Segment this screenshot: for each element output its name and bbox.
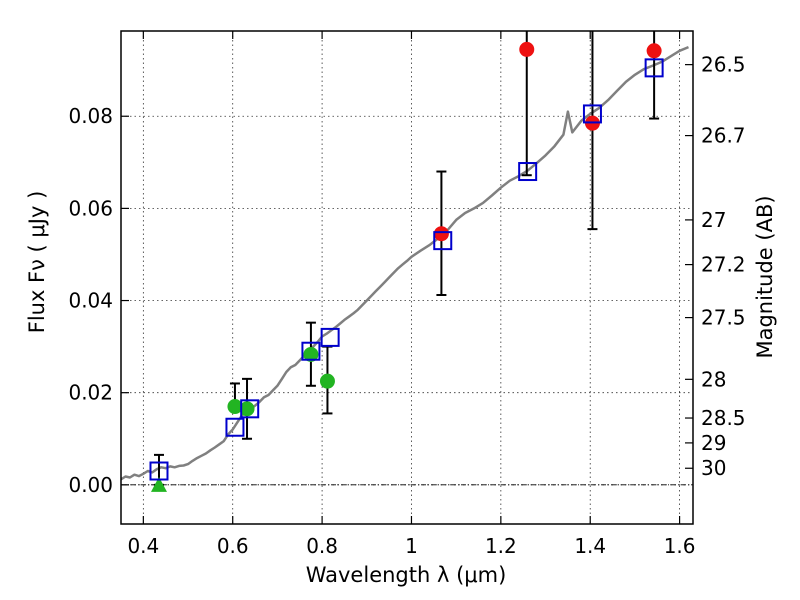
red_points-point: [519, 41, 535, 57]
x-tick-label: 1.6: [664, 534, 696, 558]
axes-layer: [120, 30, 694, 525]
green_points-point: [303, 346, 319, 362]
x-tick-label: 1: [405, 534, 418, 558]
grid-layer: [121, 31, 693, 524]
y-axis-label: Flux Fν ( μJy ): [25, 191, 49, 334]
y-tick-label: 0.02: [68, 381, 113, 405]
tick-labels: 0.4 0.6 0.8 1 1.2 1.4 1.6 0.00 0.02 0.04 0.06 0.08 2…: [68, 53, 745, 558]
model-bandpass-square: [518, 162, 538, 182]
green_points-point: [227, 399, 243, 415]
model-bandpass-square: [240, 399, 260, 419]
right-tick-label: 30: [701, 456, 726, 480]
model-bandpass-square: [149, 461, 169, 481]
right-tick-label: 27.5: [701, 306, 746, 330]
right-tick-label: 27: [701, 208, 726, 232]
red_points-point: [433, 226, 449, 242]
green_points-point: [239, 401, 255, 417]
x-axis-label: Wavelength λ (μm): [306, 563, 507, 587]
axes-frame: [120, 30, 694, 525]
x-tick-label: 1.2: [485, 534, 517, 558]
model-bandpass-square: [644, 58, 664, 78]
right-tick-label: 28: [701, 367, 726, 391]
right-tick-label: 28.5: [701, 406, 746, 430]
x-tick-label: 0.4: [127, 534, 159, 558]
y-tick-label: 0.04: [68, 289, 113, 313]
right-tick-label: 26.5: [701, 53, 746, 77]
y-tick-label: 0.08: [68, 104, 113, 128]
x-tick-label: 0.8: [306, 534, 338, 558]
model-bandpass-square: [320, 327, 340, 347]
model-bandpass-square: [433, 231, 453, 251]
right-axis-label: Magnitude (AB): [753, 195, 777, 358]
green-triangle-point: [150, 476, 167, 492]
red_points-point: [646, 43, 662, 59]
model-spectrum-line: [121, 45, 689, 481]
x-tick-label: 0.6: [217, 534, 249, 558]
model-bandpass-square: [225, 417, 245, 437]
x-tick-label: 1.4: [574, 534, 606, 558]
right-tick-label: 27.2: [701, 253, 746, 277]
model-bandpass-square: [301, 341, 321, 361]
right-tick-label: 26.7: [701, 124, 746, 148]
plot-area: [121, 31, 689, 492]
model-bandpass-square: [582, 104, 602, 124]
right-tick-label: 29: [701, 431, 726, 455]
y-tick-label: 0.00: [68, 473, 113, 497]
y-tick-label: 0.06: [68, 196, 113, 220]
green_points-point: [319, 373, 335, 389]
